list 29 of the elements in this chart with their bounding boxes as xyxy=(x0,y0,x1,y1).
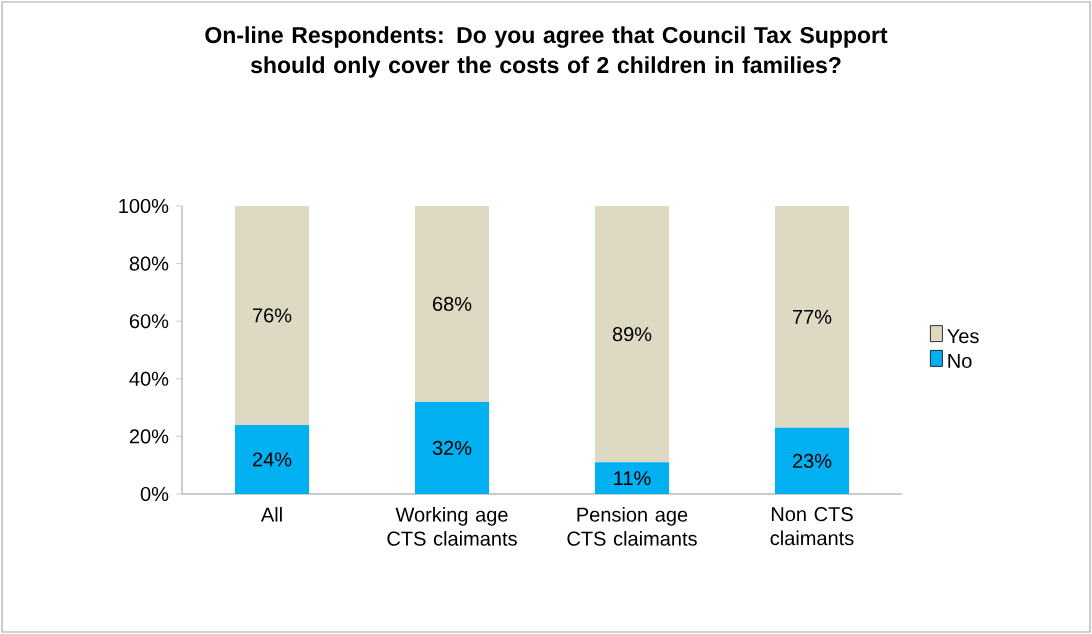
bar xyxy=(415,401,490,494)
x-tick-label: Pension age CTS claimants xyxy=(567,507,697,546)
x-tick-label: Working age CTS claimants xyxy=(387,507,517,546)
x-tick-label: All xyxy=(260,507,282,522)
bar xyxy=(775,427,849,494)
bar xyxy=(235,206,310,425)
bar xyxy=(775,206,849,428)
chart-title: On-line Respondents: Do you agree that Council Tax Support should only cover the costs of 2 children in families? xyxy=(205,26,888,78)
data-label: 24% xyxy=(253,452,292,467)
y-tick-label: 60% xyxy=(129,314,169,329)
bar xyxy=(595,462,670,494)
y-tick-label: 100% xyxy=(119,198,169,214)
legend-label: Yes xyxy=(947,329,979,344)
bar xyxy=(235,424,310,494)
y-tick-label: 80% xyxy=(129,256,169,271)
data-label: 76% xyxy=(253,308,292,323)
x-tick-label: Non CTS claimants xyxy=(770,507,854,546)
data-label: 68% xyxy=(433,296,472,311)
bar xyxy=(595,206,670,463)
data-label: 32% xyxy=(432,440,472,455)
legend-label: No xyxy=(948,354,972,368)
data-label: 23% xyxy=(793,453,832,468)
y-tick-label: 40% xyxy=(129,371,169,386)
y-tick-label: 0% xyxy=(140,486,169,502)
data-label: 11% xyxy=(614,471,651,486)
y-tick-label: 20% xyxy=(129,429,169,444)
data-label: 89% xyxy=(612,327,652,342)
data-label: 77% xyxy=(793,309,832,324)
bar xyxy=(415,206,490,402)
